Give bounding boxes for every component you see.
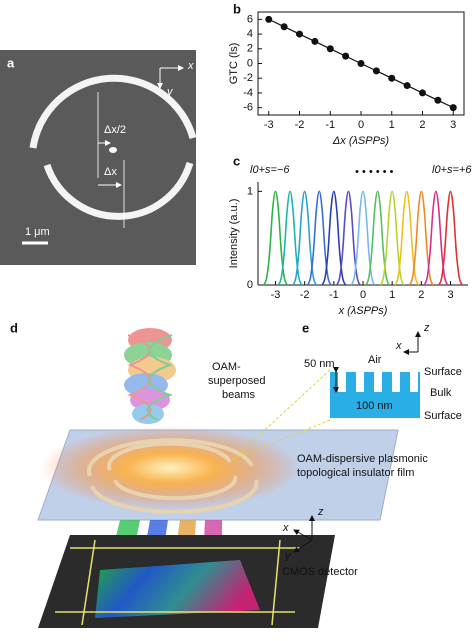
x-tick-label: -2 [295, 119, 305, 131]
data-line [365, 190, 390, 286]
data-line [350, 190, 376, 286]
data-line [423, 190, 449, 286]
data-point [403, 82, 411, 90]
annotation: l0+s=−6 [250, 164, 290, 176]
detector-label: CMOS detector [282, 566, 358, 578]
data-point [388, 74, 396, 82]
data-point [280, 23, 288, 31]
data-line [408, 190, 434, 286]
axis-label: y [284, 550, 292, 562]
data-line [394, 190, 420, 286]
air-label: Air [368, 354, 382, 366]
film-label: topological insulator film [297, 467, 414, 479]
data-point [342, 52, 350, 60]
data-line [263, 190, 288, 286]
data-point [311, 37, 319, 45]
beams-label: superposed [208, 375, 266, 387]
x-axis-label: x (λSPPs) [338, 305, 388, 317]
detector-frame [55, 539, 300, 626]
panel-label: c [233, 153, 240, 168]
axes-d [293, 515, 315, 553]
x-tick-label: 3 [450, 119, 456, 131]
data-point [296, 30, 304, 38]
y-tick-label: 1 [247, 185, 253, 197]
data-point [372, 67, 380, 75]
axis-label: x [282, 522, 289, 534]
x-tick-label: 0 [358, 119, 364, 131]
y-tick-label: 4 [247, 28, 253, 40]
y-tick-label: 0 [247, 279, 253, 291]
panel-d: d OAM- superposed beams OAM-dispersive p… [10, 320, 428, 628]
scale-label: 1 μm [25, 226, 50, 238]
data-point [418, 89, 426, 97]
annotation: l0+s=+6 [432, 164, 472, 176]
panel-a: a x y Δx/2 Δx 1 μm [0, 50, 197, 265]
y-axis-label: GTC (ls) [228, 43, 240, 85]
data-line [306, 190, 332, 286]
dot [109, 147, 117, 153]
x-tick-label: 1 [389, 289, 395, 301]
glow [40, 426, 300, 510]
annotation: Δx/2 [104, 124, 126, 136]
panel-label: d [10, 320, 18, 335]
y-tick-label: -2 [243, 72, 253, 84]
detector-signal [95, 560, 260, 618]
data-line [277, 190, 303, 286]
annotation: Δx [104, 166, 117, 178]
rings [86, 438, 259, 514]
x-tick-label: 3 [447, 289, 453, 301]
data-line [321, 190, 347, 286]
annotation: • • • • • • [355, 166, 394, 178]
axes-e [403, 331, 421, 355]
data-line [379, 190, 405, 286]
data-point [434, 96, 442, 104]
axis-label: z [317, 506, 324, 518]
upper-arc [29, 74, 197, 149]
panel-e: e z x Air 50 nm 100 nm Surface Bulk Surf… [302, 320, 462, 421]
axis-label: z [423, 322, 430, 334]
x-tick-label: 2 [418, 289, 424, 301]
zoom-lines [231, 369, 331, 461]
y-tick-label: 0 [247, 57, 253, 69]
axis-label: x [395, 340, 402, 352]
data-point [265, 15, 273, 23]
axis-label: y [166, 86, 174, 98]
comb [330, 372, 420, 418]
x-tick-label: -1 [325, 119, 335, 131]
layer-label: Bulk [430, 387, 452, 399]
layer-label: Surface [424, 410, 462, 422]
data-line [438, 190, 463, 286]
x-tick-label: -3 [271, 289, 281, 301]
data-line [336, 190, 361, 286]
x-axis-label: Δx (λSPPs) [332, 135, 390, 147]
data-line [292, 190, 318, 286]
x-tick-label: 2 [419, 119, 425, 131]
y-tick-label: -4 [243, 87, 253, 99]
data-point [449, 104, 457, 112]
y-tick-label: 6 [247, 13, 253, 25]
x-tick-label: 0 [360, 289, 366, 301]
panel-label: a [7, 55, 15, 70]
period-label: 100 nm [356, 400, 393, 412]
layer-label: Surface [424, 366, 462, 378]
oam-beams [124, 328, 176, 424]
beams-label: OAM- [212, 361, 241, 373]
x-tick-label: 1 [389, 119, 395, 131]
y-tick-label: 2 [247, 43, 253, 55]
film-label: OAM-dispersive plasmonic [297, 453, 428, 465]
panel-label: b [233, 1, 241, 16]
x-tick-label: -2 [300, 289, 310, 301]
y-tick-label: -6 [243, 102, 253, 114]
beams-label: beams [222, 389, 256, 401]
data-point [357, 60, 365, 67]
y-axis-label: Intensity (a.u.) [228, 199, 240, 269]
x-tick-label: -3 [264, 119, 274, 131]
depth-label: 50 nm [304, 358, 335, 370]
lower-arc [43, 161, 194, 220]
data-point [326, 45, 334, 53]
axis-label: x [187, 60, 194, 72]
x-tick-label: -1 [329, 289, 339, 301]
panel-label: e [302, 320, 309, 335]
